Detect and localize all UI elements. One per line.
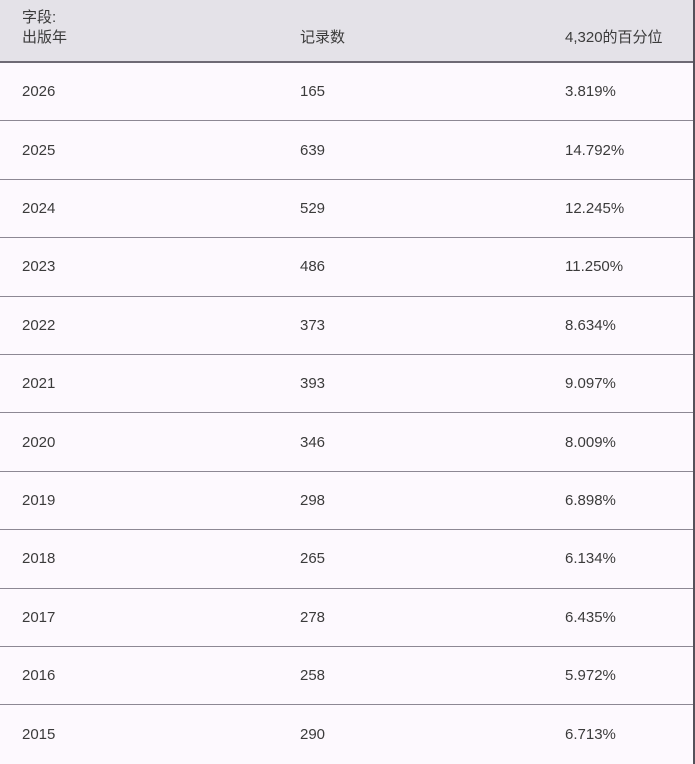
percentile-cell: 6.435% <box>565 608 616 626</box>
record-count-cell: 290 <box>300 725 326 743</box>
percentile-cell: 6.898% <box>565 491 616 509</box>
record-count-cell: 258 <box>300 667 326 685</box>
record-count-cell: 265 <box>300 550 326 568</box>
percentile-cell: 9.097% <box>565 375 616 393</box>
column-header-percentile: 4,320的百分位 <box>565 29 663 46</box>
record-count-cell: 278 <box>300 608 326 626</box>
record-count-cell: 639 <box>300 141 326 159</box>
table-row: 2015 290 6.713% <box>0 705 693 763</box>
record-count-cell: 346 <box>300 433 326 451</box>
year-cell: 2016 <box>22 667 56 685</box>
year-cell: 2021 <box>22 375 56 393</box>
table-row: 2021 393 9.097% <box>0 355 693 414</box>
column-header-record-count: 记录数 <box>300 29 346 46</box>
column-header-field: 字段: 出版年 <box>0 8 300 48</box>
table-row: 2017 278 6.435% <box>0 589 693 647</box>
year-cell: 2018 <box>22 550 56 568</box>
record-count-cell: 393 <box>300 375 326 393</box>
percentile-cell: 6.134% <box>565 550 616 568</box>
percentile-cell: 8.634% <box>565 316 616 334</box>
table-row: 2024 529 12.245% <box>0 180 693 239</box>
record-count-cell: 373 <box>300 316 326 334</box>
percentile-cell: 5.972% <box>565 667 616 685</box>
percentile-cell: 12.245% <box>565 199 625 217</box>
field-name-publication-year: 出版年 <box>22 29 68 46</box>
field-label: 字段: <box>22 9 57 26</box>
table-body: 2026 165 3.819% 2025 639 14.792% 2024 52… <box>0 63 693 764</box>
year-cell: 2023 <box>22 258 56 276</box>
table-row: 2019 298 6.898% <box>0 472 693 531</box>
year-cell: 2020 <box>22 433 56 451</box>
year-cell: 2024 <box>22 199 56 217</box>
percentile-cell: 11.250% <box>565 258 624 276</box>
year-cell: 2017 <box>22 608 56 626</box>
percentile-cell: 14.792% <box>565 141 625 159</box>
year-cell: 2019 <box>22 491 56 509</box>
table-row: 2016 258 5.972% <box>0 647 693 706</box>
year-cell: 2022 <box>22 316 56 334</box>
record-count-cell: 529 <box>300 199 326 217</box>
percentile-cell: 8.009% <box>565 433 616 451</box>
table-header-row: 字段: 出版年 记录数 4,320的百分位 <box>0 0 693 63</box>
year-cell: 2015 <box>22 725 56 743</box>
table-row: 2018 265 6.134% <box>0 530 693 589</box>
table-row: 2022 373 8.634% <box>0 297 693 355</box>
record-count-cell: 165 <box>300 83 326 101</box>
record-count-cell: 298 <box>300 491 326 509</box>
record-count-cell: 486 <box>300 258 326 276</box>
year-cell: 2025 <box>22 141 56 159</box>
year-cell: 2026 <box>22 83 56 101</box>
percentile-cell: 3.819% <box>565 83 616 101</box>
table-row: 2020 346 8.009% <box>0 413 693 472</box>
table-row: 2025 639 14.792% <box>0 121 693 180</box>
table-row: 2026 165 3.819% <box>0 63 693 122</box>
percentile-cell: 6.713% <box>565 725 616 743</box>
table-row: 2023 486 11.250% <box>0 238 693 297</box>
